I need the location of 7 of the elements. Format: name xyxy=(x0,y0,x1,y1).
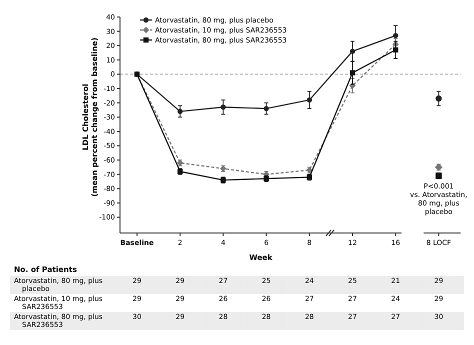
point xyxy=(178,108,183,114)
point xyxy=(264,106,269,112)
point xyxy=(306,97,312,103)
point xyxy=(350,70,356,76)
point xyxy=(436,95,442,102)
point xyxy=(220,104,226,110)
point xyxy=(350,48,356,54)
